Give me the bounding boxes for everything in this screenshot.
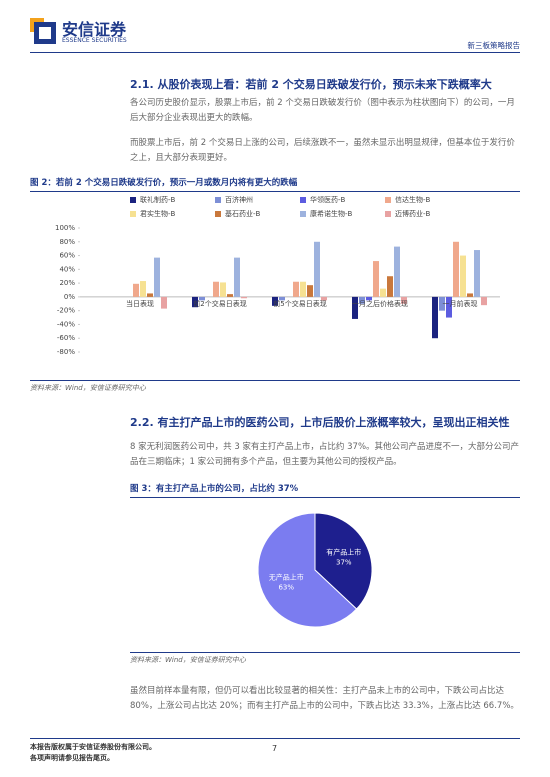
legend-label: 基石药业-B bbox=[225, 209, 261, 218]
bar bbox=[314, 241, 320, 297]
x-tick-label: 一月前表现 bbox=[443, 299, 478, 308]
figure-title: 图 2：若前 2 个交易日跌破发行价，预示一月或数月内将有更大的跌幅 bbox=[30, 176, 520, 192]
x-tick-label: 前5个交易日表现 bbox=[273, 299, 326, 308]
legend-label: 康希诺生物-B bbox=[310, 209, 353, 218]
bar bbox=[481, 296, 487, 306]
bar bbox=[352, 296, 358, 319]
pie-chart: 有产品上市 37% 无产品上市 63% bbox=[257, 512, 373, 628]
bar bbox=[213, 281, 219, 297]
bar-chart: 联礼制药-B 百济神州 华领医药-B 信达生物-B 君实生物-B 基石药业-B 康希诺生物-… bbox=[55, 195, 500, 356]
y-tick-label: 40% bbox=[59, 265, 75, 273]
bar bbox=[394, 246, 400, 297]
bar bbox=[321, 296, 327, 301]
y-tick-label: -40% bbox=[57, 320, 75, 328]
y-tick-label: -60% bbox=[57, 334, 75, 342]
bar bbox=[199, 296, 205, 301]
x-tick-label: 一月之后价格表现 bbox=[352, 299, 408, 308]
logo bbox=[30, 18, 56, 44]
bar bbox=[293, 281, 299, 297]
y-tick-label: 100% bbox=[55, 224, 75, 232]
y-tick-label: 80% bbox=[59, 238, 75, 246]
bar bbox=[147, 293, 153, 297]
bar bbox=[234, 257, 240, 297]
legend-swatch bbox=[130, 197, 136, 203]
bar bbox=[272, 296, 278, 306]
page-number: 7 bbox=[272, 744, 278, 753]
bar bbox=[474, 250, 480, 297]
bar bbox=[401, 296, 407, 304]
paragraph: 虽然目前样本量有限，但仍可以看出比较显著的相关性：主打产品未上市的公司中，下跌公… bbox=[130, 686, 519, 711]
footer-rule bbox=[30, 738, 520, 739]
footer-note: 各项声明请参见报告尾页。 bbox=[30, 754, 114, 762]
pie-slice bbox=[314, 512, 373, 610]
legend-label: 君实生物-B bbox=[140, 209, 176, 218]
paragraph: 各公司历史股价显示，股票上市后，前 2 个交易日跌破发行价（图中表示为柱状图向下… bbox=[130, 98, 515, 123]
legend-swatch bbox=[130, 211, 136, 217]
legend-swatch bbox=[215, 211, 221, 217]
footer-note: 本报告版权属于安信证券股份有限公司。 bbox=[30, 743, 156, 751]
pie-slice bbox=[257, 512, 358, 628]
x-tick-label: 前2个交易日表现 bbox=[193, 299, 246, 308]
slice-label: 无产品上市 bbox=[269, 572, 304, 581]
paragraph: 而股票上市后，前 2 个交易日上涨的公司，后续涨跌不一，虽然未显示出明显规律，但… bbox=[130, 138, 515, 163]
heading: 2.2. 有主打产品上市的医药公司，上市后股价上涨概率较大，呈现出正相关性 bbox=[130, 416, 510, 429]
source: 资料来源：Wind，安信证券研究中心 bbox=[130, 652, 520, 665]
bar bbox=[387, 276, 393, 297]
legend-swatch bbox=[300, 197, 306, 203]
legend-label: 迈博药业-B bbox=[395, 209, 431, 218]
bar bbox=[140, 281, 146, 297]
bar bbox=[154, 257, 160, 297]
bar bbox=[359, 296, 365, 304]
legend-label: 百济神州 bbox=[225, 195, 253, 204]
bar bbox=[133, 283, 139, 297]
legend-label: 联礼制药-B bbox=[140, 195, 176, 204]
y-tick-label: 0% bbox=[64, 293, 75, 301]
report-type: 新三板策略报告 bbox=[467, 41, 521, 50]
brand: 安信证券 bbox=[62, 20, 127, 39]
bar bbox=[227, 294, 233, 297]
y-tick-label: 20% bbox=[59, 279, 75, 287]
slice-label: 有产品上市 bbox=[326, 548, 361, 557]
bar bbox=[241, 296, 247, 299]
bar bbox=[192, 296, 198, 308]
brand-en: ESSENCE SECURITIES bbox=[62, 37, 127, 44]
bar bbox=[432, 296, 438, 339]
bar bbox=[453, 241, 459, 297]
bar bbox=[439, 296, 445, 311]
bar bbox=[467, 293, 473, 297]
bar bbox=[380, 288, 386, 297]
header-rule bbox=[30, 52, 520, 53]
legend-swatch bbox=[215, 197, 221, 203]
bar bbox=[366, 296, 372, 301]
bar bbox=[161, 296, 167, 309]
bar bbox=[220, 282, 226, 297]
heading: 2.1. 从股价表现上看：若前 2 个交易日跌破发行价，预示未来下跌概率大 bbox=[130, 78, 492, 91]
bar bbox=[300, 281, 306, 297]
slice-value: 37% bbox=[336, 559, 352, 567]
legend-swatch bbox=[385, 211, 391, 217]
bar bbox=[446, 296, 452, 318]
y-tick-label: -80% bbox=[57, 348, 75, 356]
bar bbox=[307, 285, 313, 297]
y-tick-label: 60% bbox=[59, 252, 75, 260]
legend-label: 信达生物-B bbox=[395, 195, 431, 204]
legend-swatch bbox=[300, 211, 306, 217]
bar bbox=[373, 261, 379, 297]
x-tick-label: 当日表现 bbox=[126, 299, 154, 308]
bar bbox=[279, 296, 285, 301]
bar bbox=[460, 255, 466, 297]
y-tick-label: -20% bbox=[57, 307, 75, 315]
legend-label: 华领医药-B bbox=[310, 195, 346, 204]
source: 资料来源：Wind，安信证券研究中心 bbox=[30, 380, 520, 393]
slice-value: 63% bbox=[278, 583, 294, 591]
legend-swatch bbox=[385, 197, 391, 203]
paragraph: 8 家无利润医药公司中，共 3 家有主打产品上市，占比约 37%。其他公司产品进… bbox=[130, 442, 520, 467]
figure-title: 图 3：有主打产品上市的公司，占比约 37% bbox=[130, 482, 520, 498]
